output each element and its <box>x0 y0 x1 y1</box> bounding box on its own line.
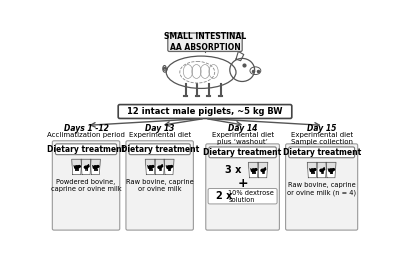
Text: 2 x: 2 x <box>216 191 232 201</box>
Text: Dietary treatment: Dietary treatment <box>282 148 361 157</box>
Polygon shape <box>307 169 317 178</box>
Polygon shape <box>145 166 155 175</box>
Text: Dietary treatment: Dietary treatment <box>47 145 125 154</box>
Text: Experimental diet
plus ‘washout’: Experimental diet plus ‘washout’ <box>212 132 274 145</box>
Ellipse shape <box>261 169 264 172</box>
FancyBboxPatch shape <box>208 189 277 204</box>
Ellipse shape <box>84 166 88 168</box>
Polygon shape <box>307 162 317 178</box>
Polygon shape <box>164 159 174 175</box>
Polygon shape <box>81 159 91 175</box>
Text: Dietary treatment: Dietary treatment <box>120 145 199 154</box>
Ellipse shape <box>310 169 314 172</box>
Ellipse shape <box>167 166 171 169</box>
Text: +: + <box>237 177 248 190</box>
Ellipse shape <box>170 166 172 167</box>
Polygon shape <box>326 162 336 178</box>
Ellipse shape <box>314 169 316 170</box>
FancyBboxPatch shape <box>168 33 242 51</box>
FancyBboxPatch shape <box>126 141 193 230</box>
Polygon shape <box>248 162 258 178</box>
Ellipse shape <box>75 166 79 169</box>
Text: 12 intact male piglets, ~5 kg BW: 12 intact male piglets, ~5 kg BW <box>127 107 283 116</box>
Polygon shape <box>317 169 327 178</box>
Text: Day 13: Day 13 <box>145 124 174 133</box>
Text: Dietary treatment: Dietary treatment <box>204 148 282 157</box>
Ellipse shape <box>255 169 257 170</box>
Ellipse shape <box>264 168 266 170</box>
Ellipse shape <box>97 166 99 167</box>
Text: Acclimatization period: Acclimatization period <box>47 132 125 138</box>
FancyBboxPatch shape <box>289 147 354 158</box>
Polygon shape <box>258 162 268 178</box>
Ellipse shape <box>87 166 89 167</box>
Text: Experimental diet
Sample collection: Experimental diet Sample collection <box>290 132 353 145</box>
Polygon shape <box>90 159 100 175</box>
FancyBboxPatch shape <box>129 144 190 155</box>
Ellipse shape <box>320 169 323 172</box>
FancyBboxPatch shape <box>286 144 358 230</box>
Ellipse shape <box>158 166 161 168</box>
Text: 10% dextrose
solution: 10% dextrose solution <box>228 190 274 203</box>
Ellipse shape <box>161 166 163 167</box>
Polygon shape <box>326 169 336 178</box>
Ellipse shape <box>251 169 256 172</box>
Text: 3 x: 3 x <box>226 165 242 175</box>
Ellipse shape <box>93 166 98 169</box>
Text: Days 1 -12: Days 1 -12 <box>64 124 108 133</box>
Ellipse shape <box>323 168 325 170</box>
Polygon shape <box>145 159 155 175</box>
Polygon shape <box>72 166 82 175</box>
Ellipse shape <box>78 166 80 167</box>
Polygon shape <box>164 166 174 175</box>
Text: Day 15: Day 15 <box>307 124 336 133</box>
Polygon shape <box>155 159 165 175</box>
Polygon shape <box>81 166 91 175</box>
FancyBboxPatch shape <box>206 144 279 230</box>
FancyBboxPatch shape <box>118 105 292 118</box>
FancyBboxPatch shape <box>56 144 117 155</box>
Ellipse shape <box>332 169 334 170</box>
Ellipse shape <box>329 169 333 172</box>
Polygon shape <box>155 166 165 175</box>
Text: Raw bovine, caprine
or ovine milk: Raw bovine, caprine or ovine milk <box>126 179 194 192</box>
Text: SMALL INTESTINAL
AA ABSORPTION: SMALL INTESTINAL AA ABSORPTION <box>164 32 246 52</box>
Polygon shape <box>248 169 258 178</box>
Polygon shape <box>258 169 268 178</box>
Polygon shape <box>90 166 100 175</box>
Text: Raw bovine, caprine
or ovine milk (n = 4): Raw bovine, caprine or ovine milk (n = 4… <box>287 182 356 196</box>
Polygon shape <box>72 159 82 175</box>
Text: Experimental diet: Experimental diet <box>129 132 191 138</box>
FancyBboxPatch shape <box>209 147 276 158</box>
FancyBboxPatch shape <box>52 141 120 230</box>
Text: Day 14: Day 14 <box>228 124 257 133</box>
Text: Powdered bovine,
caprine or ovine milk: Powdered bovine, caprine or ovine milk <box>51 179 121 192</box>
Polygon shape <box>317 162 327 178</box>
Ellipse shape <box>152 166 154 167</box>
Ellipse shape <box>148 166 152 169</box>
